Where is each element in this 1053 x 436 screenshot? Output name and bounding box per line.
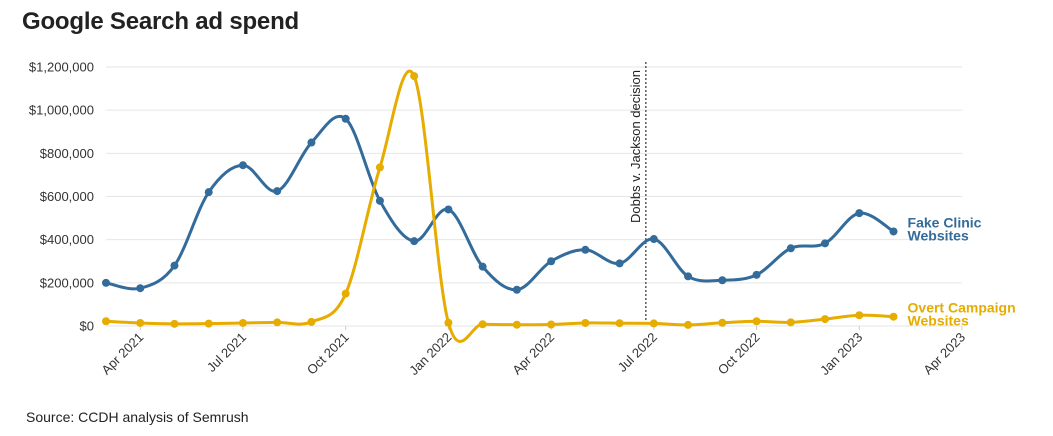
data-point — [204, 188, 213, 197]
data-point — [855, 311, 864, 320]
x-tick-label: Jan 2023 — [817, 330, 865, 378]
chart-title: Google Search ad spend — [22, 8, 300, 35]
data-point — [204, 319, 213, 328]
x-tick-label: Apr 2022 — [509, 330, 557, 378]
data-point — [547, 320, 556, 329]
source-note: Source: CCDH analysis of Semrush — [26, 409, 249, 425]
data-point — [102, 278, 110, 287]
annotations: Dobbs v. Jackson decision — [628, 62, 647, 326]
x-tick-label: Apr 2021 — [98, 330, 146, 378]
y-axis-ticks: $0 $200,000 $400,000 $600,000 $800,000 $1,000… — [29, 60, 94, 334]
data-point — [581, 245, 590, 254]
data-point — [821, 315, 830, 324]
y-tick-label: $600,000 — [40, 189, 94, 204]
y-tick-label: $400,000 — [40, 232, 94, 247]
data-point — [752, 270, 761, 279]
data-point — [273, 318, 282, 327]
x-tick-label: Oct 2021 — [304, 330, 352, 378]
data-point — [444, 205, 453, 214]
series-label: Overt Campaign — [908, 300, 1016, 316]
data-point — [649, 235, 658, 244]
series-line — [104, 115, 896, 292]
data-point — [752, 317, 761, 326]
data-point — [170, 319, 179, 328]
data-point — [684, 272, 693, 281]
data-point — [615, 319, 624, 328]
data-point — [410, 72, 419, 81]
y-tick-label: $0 — [80, 319, 94, 334]
x-tick-label: Jul 2021 — [204, 330, 249, 375]
series-line — [104, 69, 896, 343]
data-point — [273, 187, 282, 196]
data-point — [375, 163, 384, 172]
series-label: Websites — [908, 313, 969, 329]
data-point — [102, 317, 110, 326]
data-point — [718, 276, 727, 285]
data-point — [478, 320, 487, 329]
data-point — [718, 318, 727, 327]
data-point — [410, 237, 419, 246]
x-axis-ticks: Apr 2021 Jul 2021 Oct 2021 Jan 2022 Apr 2022… — [98, 326, 968, 378]
data-point — [238, 318, 247, 327]
data-point — [547, 257, 556, 266]
gridlines — [106, 66, 962, 327]
data-point — [512, 285, 521, 294]
data-point — [512, 320, 521, 329]
data-point — [478, 262, 487, 271]
x-tick-label: Oct 2022 — [715, 330, 763, 378]
data-point — [786, 318, 795, 327]
data-point — [170, 261, 179, 270]
data-point — [341, 289, 350, 298]
data-point — [444, 318, 453, 327]
data-point — [855, 209, 864, 218]
data-point — [889, 312, 898, 321]
data-point — [786, 244, 795, 253]
x-tick-label: Jan 2022 — [406, 330, 454, 378]
series-label: Fake Clinic — [908, 214, 982, 230]
y-tick-label: $200,000 — [40, 275, 94, 290]
x-tick-label: Apr 2023 — [920, 330, 968, 378]
data-point — [684, 320, 693, 329]
data-point — [307, 317, 316, 326]
series — [102, 69, 898, 343]
data-point — [136, 318, 145, 327]
data-point — [615, 259, 624, 268]
data-point — [238, 161, 247, 170]
data-point — [341, 114, 350, 123]
y-tick-label: $1,200,000 — [29, 60, 94, 75]
data-point — [649, 319, 658, 328]
annotation-label: Dobbs v. Jackson decision — [628, 70, 643, 223]
data-point — [581, 318, 590, 327]
data-point — [889, 227, 898, 236]
data-point — [821, 239, 830, 248]
data-point — [136, 284, 145, 293]
data-point — [307, 138, 316, 147]
series-label: Websites — [908, 227, 969, 243]
y-tick-label: $800,000 — [40, 146, 94, 161]
y-tick-label: $1,000,000 — [29, 103, 94, 118]
data-point — [375, 196, 384, 205]
x-tick-label: Jul 2022 — [615, 330, 660, 375]
